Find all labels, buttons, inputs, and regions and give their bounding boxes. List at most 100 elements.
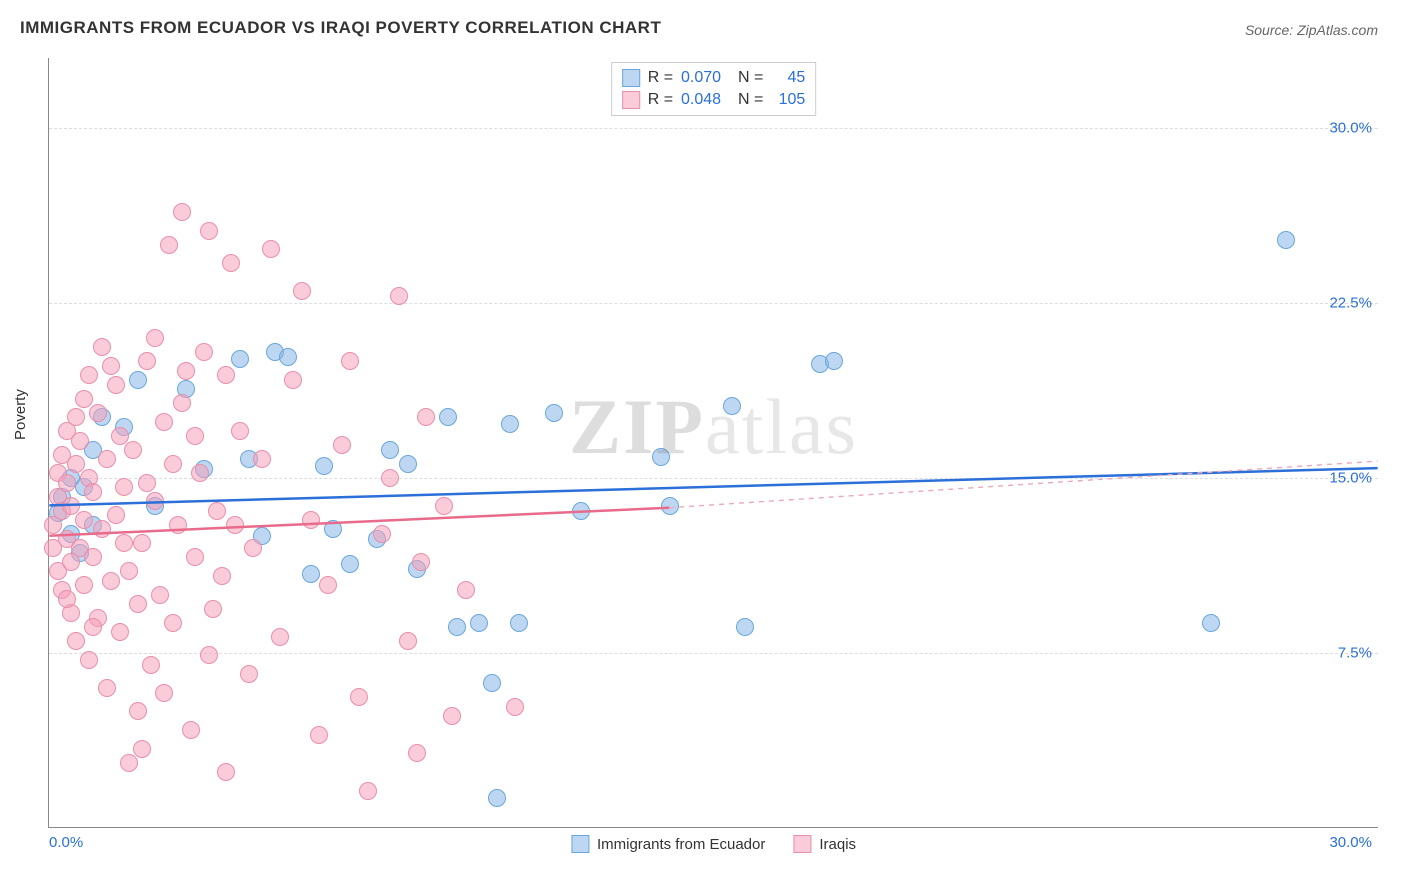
scatter-point-iraqis [155,413,173,431]
legend-series-label: Iraqis [819,836,856,853]
scatter-point-iraqis [67,632,85,650]
legend-n-label: N = [729,67,763,89]
scatter-point-ecuador [231,350,249,368]
legend-r-label: R = [648,89,673,111]
scatter-point-iraqis [173,203,191,221]
gridline [49,303,1378,304]
scatter-point-iraqis [390,287,408,305]
scatter-point-iraqis [217,366,235,384]
scatter-point-ecuador [1202,614,1220,632]
scatter-point-iraqis [102,357,120,375]
scatter-point-iraqis [75,511,93,529]
x-tick-label: 0.0% [49,834,83,851]
chart-title: IMMIGRANTS FROM ECUADOR VS IRAQI POVERTY… [20,18,661,38]
scatter-point-ecuador [324,520,342,538]
scatter-point-iraqis [381,469,399,487]
scatter-point-ecuador [302,565,320,583]
scatter-point-iraqis [164,455,182,473]
scatter-point-iraqis [341,352,359,370]
scatter-point-iraqis [129,702,147,720]
scatter-point-iraqis [417,408,435,426]
scatter-point-iraqis [160,236,178,254]
scatter-point-iraqis [271,628,289,646]
scatter-point-iraqis [115,534,133,552]
scatter-point-iraqis [333,436,351,454]
scatter-point-iraqis [138,352,156,370]
scatter-point-iraqis [133,740,151,758]
scatter-point-iraqis [359,782,377,800]
scatter-point-ecuador [661,497,679,515]
legend-stat-row: R = 0.070 N = 45 [622,67,806,89]
scatter-point-iraqis [155,684,173,702]
legend-series-item: Immigrants from Ecuador [571,835,765,853]
scatter-point-iraqis [173,394,191,412]
y-tick-label: 30.0% [1329,120,1372,137]
scatter-point-iraqis [244,539,262,557]
scatter-point-iraqis [124,441,142,459]
scatter-point-iraqis [67,408,85,426]
scatter-point-iraqis [231,422,249,440]
y-tick-label: 7.5% [1338,645,1372,662]
scatter-point-iraqis [169,516,187,534]
scatter-point-ecuador [279,348,297,366]
scatter-point-iraqis [111,427,129,445]
scatter-point-iraqis [399,632,417,650]
scatter-point-iraqis [71,432,89,450]
scatter-point-ecuador [652,448,670,466]
legend-series: Immigrants from Ecuador Iraqis [571,835,856,853]
scatter-point-iraqis [133,534,151,552]
scatter-point-iraqis [151,586,169,604]
scatter-point-iraqis [75,390,93,408]
scatter-point-ecuador [723,397,741,415]
scatter-point-iraqis [80,651,98,669]
x-tick-label: 30.0% [1329,834,1372,851]
scatter-point-ecuador [501,415,519,433]
scatter-point-iraqis [164,614,182,632]
scatter-point-ecuador [825,352,843,370]
scatter-point-ecuador [572,502,590,520]
y-tick-label: 15.0% [1329,470,1372,487]
scatter-point-iraqis [120,754,138,772]
legend-r-value: 0.048 [681,89,721,111]
scatter-point-ecuador [129,371,147,389]
scatter-point-iraqis [506,698,524,716]
scatter-point-iraqis [191,464,209,482]
legend-swatch [622,69,640,87]
legend-r-value: 0.070 [681,67,721,89]
scatter-point-ecuador [736,618,754,636]
scatter-point-ecuador [439,408,457,426]
legend-swatch [622,91,640,109]
scatter-point-iraqis [302,511,320,529]
scatter-point-iraqis [240,665,258,683]
trend-lines [49,58,1378,827]
scatter-point-ecuador [315,457,333,475]
y-axis-label: Poverty [12,389,29,440]
scatter-point-iraqis [408,744,426,762]
gridline [49,478,1378,479]
scatter-point-iraqis [58,590,76,608]
scatter-point-iraqis [222,254,240,272]
scatter-point-iraqis [129,595,147,613]
watermark: ZIPatlas [569,382,858,472]
scatter-point-iraqis [435,497,453,515]
scatter-point-iraqis [457,581,475,599]
legend-series-item: Iraqis [793,835,856,853]
scatter-point-iraqis [443,707,461,725]
scatter-point-iraqis [204,600,222,618]
scatter-point-iraqis [253,450,271,468]
scatter-point-ecuador [470,614,488,632]
y-tick-label: 22.5% [1329,295,1372,312]
legend-n-value: 45 [771,67,805,89]
legend-swatch [571,835,589,853]
scatter-point-ecuador [448,618,466,636]
scatter-point-iraqis [115,478,133,496]
scatter-point-iraqis [186,548,204,566]
scatter-point-iraqis [98,450,116,468]
scatter-point-iraqis [412,553,430,571]
scatter-point-iraqis [142,656,160,674]
scatter-point-iraqis [319,576,337,594]
scatter-point-iraqis [146,492,164,510]
scatter-point-ecuador [341,555,359,573]
scatter-point-iraqis [195,343,213,361]
scatter-point-ecuador [381,441,399,459]
